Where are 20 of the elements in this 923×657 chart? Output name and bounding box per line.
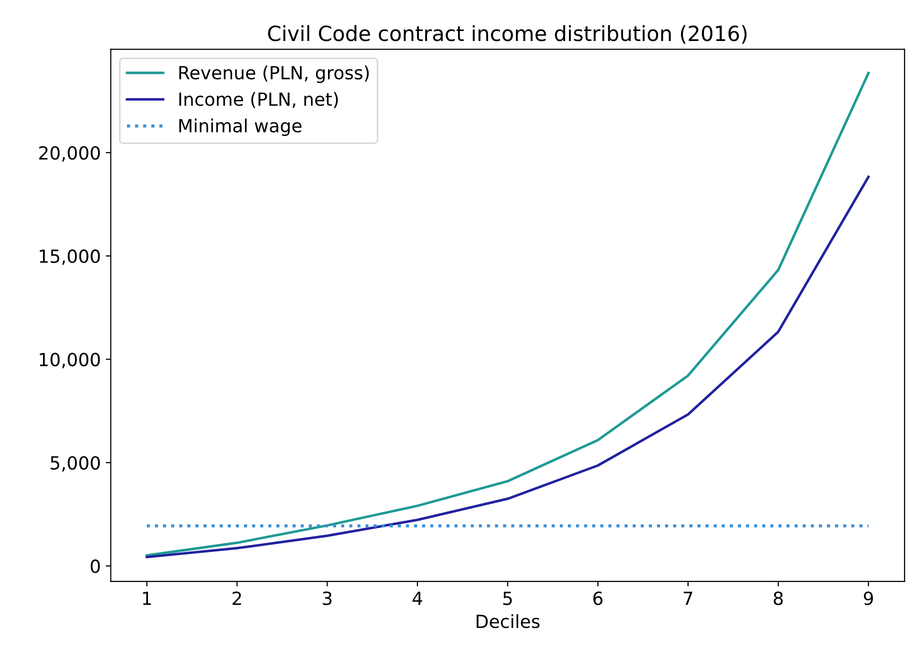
y-tick-label: 20,000 bbox=[39, 146, 100, 162]
x-tick-label: 7 bbox=[684, 592, 692, 605]
x-tick-label: 9 bbox=[864, 591, 873, 606]
x-tick-label: 1 bbox=[143, 592, 151, 605]
y-tick-label: 5,000 bbox=[50, 456, 100, 472]
y-tick-label: 15,000 bbox=[40, 249, 100, 265]
x-tick-label: 8 bbox=[774, 591, 783, 606]
legend-label: Minimal wage bbox=[179, 118, 302, 136]
x-tick-label: 3 bbox=[322, 591, 332, 606]
y-tick-label: 10,000 bbox=[40, 352, 100, 368]
line-series bbox=[146, 176, 870, 558]
x-tick-label: 2 bbox=[232, 591, 241, 605]
x-tick-label: 6 bbox=[593, 591, 602, 606]
y-tick-label: 0 bbox=[90, 559, 100, 574]
legend-label: Revenue (PLN, gross) bbox=[179, 66, 369, 83]
x-axis-title: Deciles bbox=[476, 614, 540, 628]
x-tick-label: 5 bbox=[503, 592, 512, 606]
chart-title: Civil Code contract income distribution (2016) bbox=[268, 25, 747, 44]
legend-label: Income (PLN, net) bbox=[179, 92, 338, 108]
x-tick-label: 4 bbox=[412, 592, 422, 605]
